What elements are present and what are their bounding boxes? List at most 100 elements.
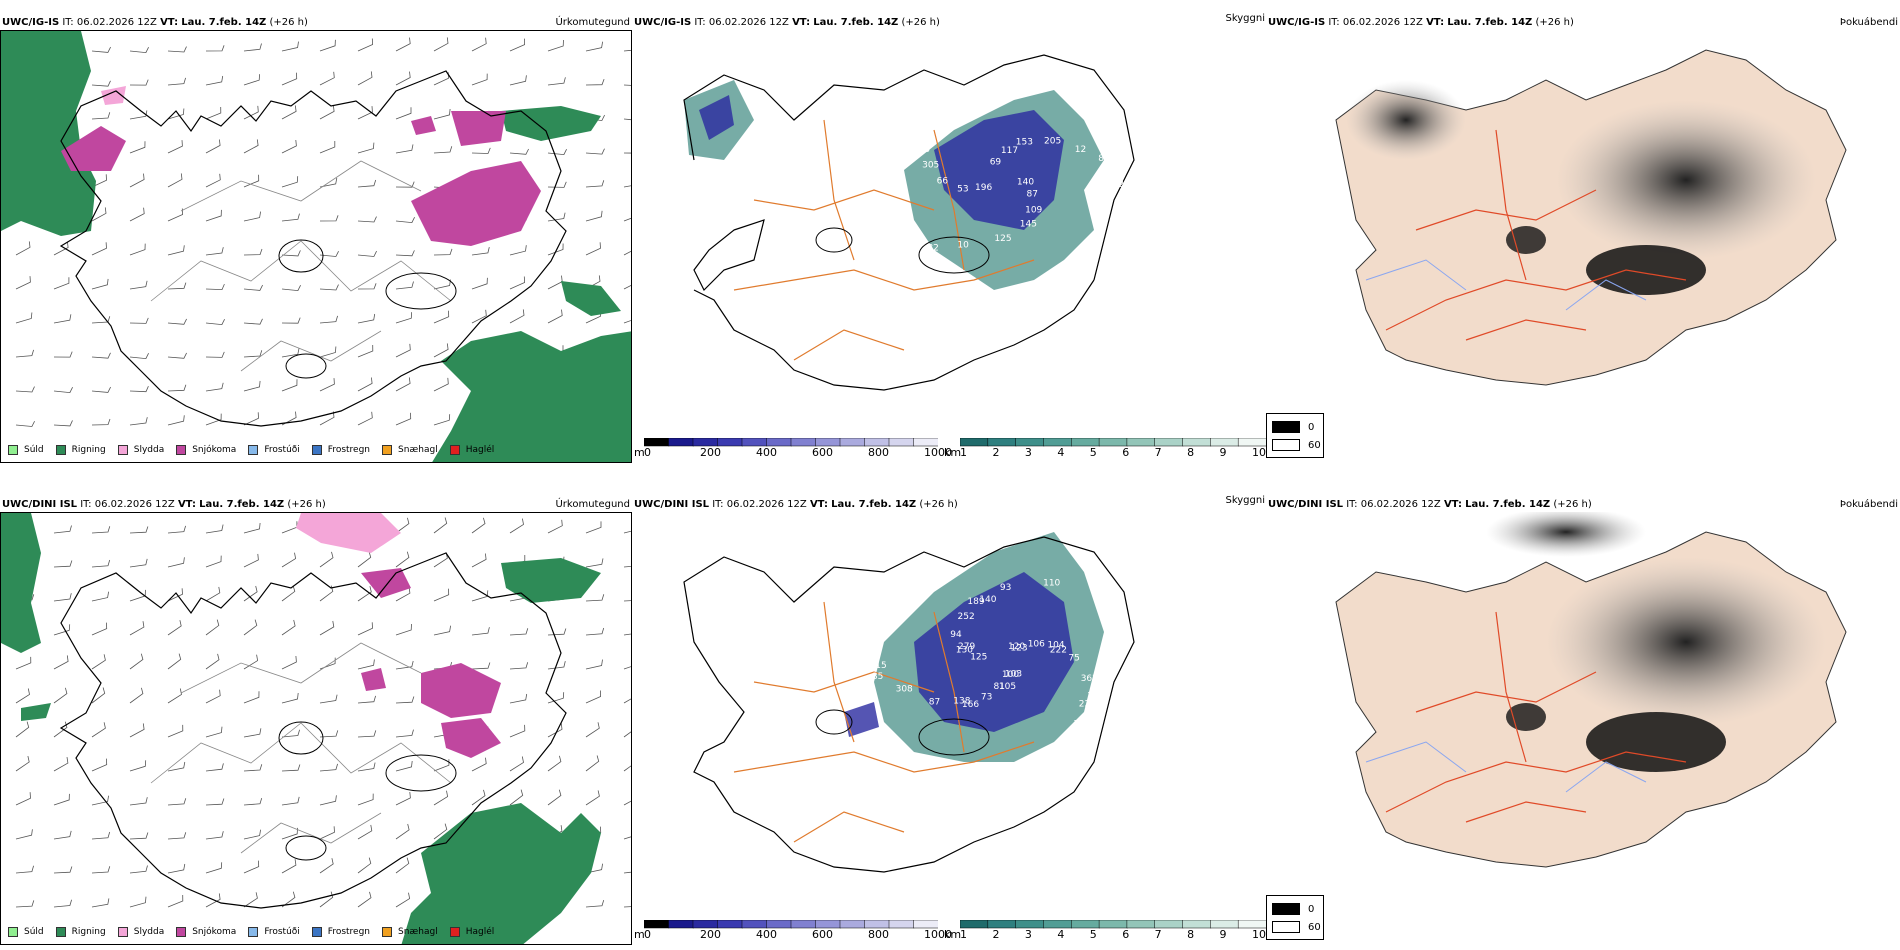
wind-barb: [129, 589, 146, 602]
precip-map-1[interactable]: Súld Rigning Slydda Snjókoma Frostúði Frostre…: [0, 30, 632, 463]
wind-barb: [281, 585, 296, 602]
precip-map-2[interactable]: Súld Rigning Slydda Snjókoma Frostúði Frostre…: [0, 512, 632, 945]
unit-m: m: [634, 928, 645, 941]
wind-barb: [129, 558, 148, 568]
vis-map-graphic: 140 53 153 145 190 88 82 69 87 66 205 125 149 204 196 1…: [683, 54, 1136, 391]
wind-barb: [281, 796, 300, 806]
colorbar-tick: 5: [1089, 928, 1097, 941]
visibility-value: 66: [937, 177, 949, 187]
visibility-value: 105: [999, 682, 1016, 692]
visibility-value: 153: [1016, 137, 1033, 147]
colorbar-segment: [888, 438, 915, 447]
wind-barb: [243, 619, 258, 636]
wind-barb: [319, 251, 339, 257]
legend-swatch: [449, 445, 460, 455]
wind-barb: [509, 309, 525, 324]
road-network: [733, 601, 1035, 843]
wind-barb: [243, 43, 262, 52]
colorbar-segment: [790, 920, 817, 929]
visibility-value: 10: [957, 241, 969, 251]
wind-barb: [281, 285, 301, 292]
wind-barb: [53, 241, 69, 256]
legend-item: Súld: [8, 445, 44, 455]
fog-map-1[interactable]: [1266, 30, 1900, 410]
wind-barb: [433, 72, 449, 86]
wind-barb: [623, 666, 631, 670]
fog-header-2: UWC/DINI ISL IT: 06.02.2026 12Z VT: Lau.…: [1268, 499, 1592, 510]
vis-m-area: [844, 702, 879, 737]
visibility-value: 93: [1000, 583, 1011, 593]
vis-header-2: UWC/DINI ISL IT: 06.02.2026 12Z VT: Lau.…: [634, 499, 958, 510]
wind-barb: [433, 790, 449, 806]
wind-barb: [167, 653, 182, 670]
it-label: IT:: [1328, 17, 1340, 28]
wind-barb: [319, 763, 338, 772]
wind-barb: [91, 758, 108, 772]
wind-barb: [547, 755, 562, 772]
legend-swatch: [449, 927, 460, 937]
precip-map-graphic: [1, 513, 631, 944]
wind-barb: [509, 38, 526, 52]
colorbar-tick: 800: [868, 446, 889, 459]
wind-barb: [281, 176, 299, 188]
colorbar-tick: 7: [1154, 446, 1162, 459]
legend-item: Haglél: [449, 445, 495, 455]
wind-barb: [585, 148, 605, 155]
wind-barb: [167, 588, 183, 602]
it-value: 06.02.2026 12Z: [1342, 17, 1423, 28]
vis-map-2[interactable]: 103 130 104 166 189 180 85 120 105 94 75 87 93 113 125…: [634, 512, 1266, 912]
wind-barb: [585, 242, 601, 256]
vt-label: VT:: [1443, 499, 1462, 510]
colorbar-tick: 4: [1057, 446, 1065, 459]
colorbar-segment: [839, 438, 866, 447]
wind-barb: [357, 250, 377, 257]
wind-barb: [281, 105, 297, 120]
fog-legend-row: 60: [1267, 918, 1323, 936]
wind-barb: [395, 823, 410, 840]
wind-barb: [357, 551, 372, 568]
legend-label: Súld: [24, 927, 44, 937]
glacier-outline: [815, 227, 853, 253]
legend-label: Haglél: [465, 445, 495, 455]
fog-area: [1556, 100, 1816, 260]
wind-barb: [129, 797, 148, 806]
legend-swatch: [117, 927, 128, 937]
fog-legend-swatch: [1272, 439, 1300, 451]
road-lines: [240, 812, 382, 854]
wind-barb: [623, 84, 631, 86]
wind-barb: [585, 180, 605, 188]
wind-barb: [623, 906, 631, 908]
wind-barb: [623, 118, 631, 121]
wind-barb: [167, 724, 184, 738]
legend-swatch: [55, 445, 66, 455]
colorbar-segment: [668, 438, 694, 447]
wind-barb: [623, 185, 631, 188]
road-lines: [180, 642, 422, 694]
visibility-value: 125: [970, 653, 987, 663]
wind-barb: [243, 105, 259, 120]
wind-barb: [395, 250, 415, 257]
wind-barb: [129, 896, 147, 908]
wind-barb: [281, 692, 299, 704]
visibility-value: 82: [927, 243, 938, 253]
wind-barb: [129, 687, 144, 704]
glacier-outline: [285, 835, 327, 861]
glacier-outline: [918, 718, 990, 756]
legend-item: Haglél: [449, 927, 494, 937]
visibility-value: 73: [981, 692, 992, 702]
legend-label: Frostúði: [264, 445, 300, 455]
wind-barb: [319, 826, 335, 840]
legend-label: Rigning: [71, 445, 106, 455]
glacier-outline: [918, 236, 990, 274]
fog-map-2[interactable]: [1266, 512, 1900, 892]
wind-barb: [167, 384, 187, 392]
wind-barb: [281, 764, 301, 772]
wind-barb: [15, 756, 30, 772]
it-label: IT:: [62, 17, 74, 28]
colorbar-tick: 1: [960, 928, 967, 941]
wind-barb: [433, 248, 453, 256]
colorbar-tick: 600: [812, 928, 833, 941]
vis-map-1[interactable]: 140 53 153 145 190 88 82 69 87 66 205 125 149 204 196 1…: [634, 30, 1266, 430]
wind-barb: [243, 691, 260, 704]
wind-barb: [433, 310, 450, 324]
